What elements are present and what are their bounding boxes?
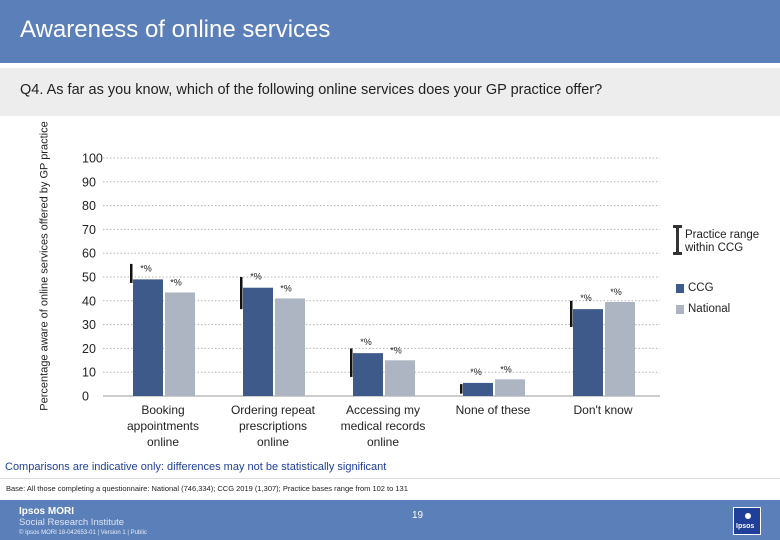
y-tick-label: 40 [82,294,96,308]
y-tick-label: 60 [82,247,96,261]
brand-name: Ipsos MORI [19,506,75,517]
legend-swatch-ccg [676,284,684,293]
y-tick-label: 10 [82,366,96,380]
bar-national [385,360,415,396]
y-tick-label: 30 [82,318,96,332]
range-marker [350,348,353,377]
copyright: © Ipsos MORI 18-042653-01 | Version 1 | … [19,530,147,536]
bar-national [165,292,195,396]
data-label-ccg: *% [250,272,262,282]
base-text: Base: All those completing a questionnai… [6,484,408,493]
legend-range-item: Practice range within CCG [672,222,780,262]
ipsos-logo-icon: Ipsos [733,507,761,535]
y-tick-label: 0 [82,390,89,404]
category-label: Ordering repeat [231,403,316,417]
range-marker [460,384,463,394]
data-label-national: *% [390,345,402,355]
range-marker-icon [673,225,682,255]
y-tick-label: 20 [82,342,96,356]
category-label: Booking [141,403,184,417]
legend-swatch-national [676,305,684,314]
base-bar: Base: All those completing a questionnai… [0,478,780,500]
data-label-national: *% [500,364,512,374]
category-label: online [147,435,179,449]
brand-subtitle: Social Research Institute [19,517,125,528]
category-label: Don't know [574,403,633,417]
bar-chart: 0 10 20 30 40 50 60 70 80 90 100 *% *% Booking appoint… [82,152,660,449]
legend-label-ccg: CCG [688,282,714,294]
category-label: online [257,435,289,449]
data-label-national: *% [170,277,182,287]
bar-ccg [573,309,603,396]
legend: Practice range within CCG CCG National [672,222,780,315]
y-tick-label: 100 [82,152,103,166]
question-bar: Q4. As far as you know, which of the fol… [0,68,780,116]
data-label-ccg: *% [580,293,592,303]
bar-national [275,298,305,396]
data-label-ccg: *% [470,367,482,377]
logo-text: Ipsos [736,523,755,530]
y-tick-label: 50 [82,271,96,285]
footnote: Comparisons are indicative only: differe… [5,461,387,473]
bar-ccg [243,287,273,396]
data-label-ccg: *% [360,337,372,347]
category-label: Accessing my [346,403,420,417]
data-label-national: *% [280,283,292,293]
footer: Ipsos MORI Social Research Institute © I… [0,500,780,540]
bar-national [605,301,635,396]
page-number: 19 [412,510,424,521]
y-tick-label: 70 [82,223,96,237]
question-text: Q4. As far as you know, which of the fol… [20,82,603,98]
category-label: medical records [341,419,426,433]
data-label-national: *% [610,287,622,297]
y-tick-label: 90 [82,175,96,189]
legend-label-national: National [688,303,731,315]
category-label: online [367,435,399,449]
range-marker [130,263,133,283]
range-marker [240,277,243,310]
category-label: appointments [127,419,199,433]
legend-range-label: Practice range within CCG [685,229,760,254]
page-title: Awareness of online services [20,16,331,43]
y-tick-label: 80 [82,199,96,213]
bar-national [495,379,525,396]
bar-ccg [353,353,383,396]
data-label-ccg: *% [140,263,152,273]
bar-ccg [463,382,493,396]
bar-ccg [133,279,163,396]
logo-dot [745,513,751,519]
range-marker [570,300,573,327]
category-label: prescriptions [239,419,307,433]
title-bar: Awareness of online services [0,0,780,63]
category-label: None of these [456,403,531,417]
